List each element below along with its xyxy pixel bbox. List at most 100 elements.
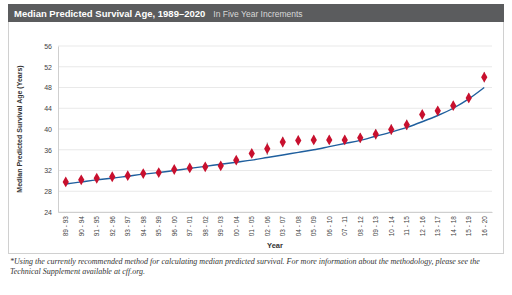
grid-line	[58, 87, 492, 88]
data-point	[249, 148, 255, 159]
x-tick: 11 - 15	[403, 212, 410, 236]
x-tick: 07 - 11	[341, 212, 348, 236]
data-point	[342, 134, 348, 145]
y-tick-label: 32	[44, 167, 52, 174]
x-tick-label: 99 - 03	[217, 216, 224, 237]
x-tick-label: 89 - 93	[62, 216, 69, 237]
grid	[58, 46, 492, 212]
x-tick: 00 - 04	[233, 212, 240, 236]
data-point	[388, 124, 394, 135]
x-tick-label: 94 - 98	[140, 216, 147, 237]
x-tick-label: 90 - 94	[78, 216, 85, 237]
x-tick-label: 03 - 07	[279, 216, 286, 237]
y-tick: 28	[44, 188, 58, 195]
data-point	[435, 105, 441, 116]
y-tick: 48	[44, 84, 58, 91]
header-bar	[8, 4, 504, 22]
grid-line	[58, 149, 492, 150]
data-point	[63, 176, 69, 187]
data-point	[109, 171, 115, 182]
y-tick-label: 48	[44, 84, 52, 91]
x-tick: 06 - 10	[326, 212, 333, 236]
data-point	[171, 164, 177, 175]
data-point	[311, 134, 317, 145]
y-tick-label: 24	[44, 209, 52, 216]
grid-line	[58, 170, 492, 171]
data-point	[466, 92, 472, 103]
x-tick: 08 - 12	[357, 212, 364, 236]
data-point	[326, 134, 332, 145]
x-tick-label: 98 - 02	[202, 216, 209, 237]
y-tick: 32	[44, 167, 58, 174]
y-tick: 36	[44, 146, 58, 153]
x-tick-label: 04 - 08	[295, 216, 302, 237]
x-tick-label: 05 - 09	[310, 216, 317, 237]
data-point	[280, 137, 286, 148]
x-axis-title: Year	[267, 241, 283, 250]
x-tick: 16 - 20	[481, 212, 488, 236]
data-point	[404, 119, 410, 130]
y-tick-label: 36	[44, 146, 52, 153]
x-tick-label: 91 - 95	[93, 216, 100, 237]
grid-line	[58, 212, 492, 213]
x-tick-label: 96 - 00	[171, 216, 178, 237]
plot-area	[63, 72, 488, 188]
grid-line	[58, 46, 492, 47]
x-tick-label: 11 - 15	[403, 216, 410, 236]
y-axis-line	[58, 47, 59, 213]
x-tick: 03 - 07	[279, 212, 286, 236]
data-point	[156, 167, 162, 178]
x-tick: 95 - 99	[155, 212, 162, 236]
y-tick-label: 28	[44, 188, 52, 195]
x-tick: 96 - 00	[171, 212, 178, 236]
x-tick: 91 - 95	[93, 212, 100, 236]
x-axis-line	[59, 212, 493, 213]
y-tick-label: 40	[44, 126, 52, 133]
x-tick: 90 - 94	[78, 212, 85, 236]
x-tick-label: 10 - 14	[388, 216, 395, 237]
data-point	[450, 100, 456, 111]
data-point	[419, 109, 425, 120]
data-point	[202, 161, 208, 172]
y-axis: 24 28 32 36 40 44 48 52 56	[44, 43, 58, 216]
y-tick-label: 52	[44, 63, 52, 70]
data-point	[357, 132, 363, 143]
title: Median Predicted Survival Age, 1989–2020	[14, 8, 205, 19]
data-point	[187, 162, 193, 173]
x-tick: 98 - 02	[202, 212, 209, 236]
x-tick: 10 - 14	[388, 212, 395, 236]
data-point	[125, 170, 131, 181]
points	[63, 72, 488, 188]
y-tick-label: 44	[44, 105, 52, 112]
x-tick-label: 16 - 20	[481, 216, 488, 237]
data-point	[78, 174, 84, 185]
x-tick-label: 95 - 99	[155, 216, 162, 237]
data-point	[218, 160, 224, 171]
data-point	[373, 129, 379, 140]
grid-line	[58, 108, 492, 109]
x-tick-label: 06 - 10	[326, 216, 333, 237]
x-tick: 89 - 93	[62, 212, 69, 236]
x-tick-label: 15 - 19	[465, 216, 472, 237]
x-tick: 14 - 18	[450, 212, 457, 236]
x-tick-label: 92 - 96	[109, 216, 116, 237]
x-tick: 93 - 97	[124, 212, 131, 236]
subtitle: In Five Year Increments	[213, 9, 302, 19]
x-tick: 04 - 08	[295, 212, 302, 236]
y-tick: 44	[44, 105, 58, 112]
y-axis-title: Median Predicted Survival Age (Years)	[16, 65, 24, 192]
x-tick-label: 09 - 13	[372, 216, 379, 237]
x-tick: 02 - 06	[264, 212, 271, 236]
chart-frame	[9, 5, 504, 254]
data-point	[94, 173, 100, 184]
data-point	[264, 143, 270, 154]
y-tick: 56	[44, 43, 58, 50]
chart: Median Predicted Survival Age, 1989–2020…	[0, 0, 512, 295]
data-point	[233, 155, 239, 166]
x-tick-label: 13 - 17	[434, 216, 441, 237]
x-tick-label: 07 - 11	[341, 216, 348, 236]
x-tick-label: 93 - 97	[124, 216, 131, 237]
x-tick: 12 - 16	[419, 212, 426, 236]
x-tick: 01 - 05	[248, 212, 255, 236]
x-tick-label: 97 - 01	[186, 216, 193, 237]
